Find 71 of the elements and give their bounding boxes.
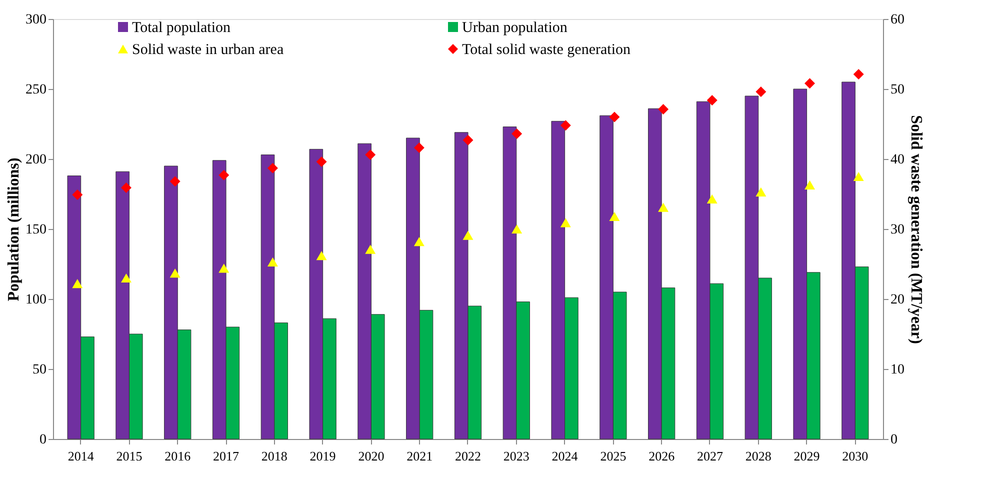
point bbox=[170, 176, 180, 187]
point bbox=[658, 202, 669, 212]
x-tick-label: 2020 bbox=[358, 448, 384, 464]
point bbox=[267, 162, 278, 174]
y-tick-label: 100 bbox=[26, 292, 46, 308]
point bbox=[120, 273, 132, 283]
x-tick-label: 2029 bbox=[794, 448, 820, 464]
point bbox=[170, 268, 180, 278]
x-tick-label: 2019 bbox=[310, 448, 336, 464]
y-tick-label: 150 bbox=[26, 222, 46, 238]
legend-label: Solid waste in urban area bbox=[132, 42, 284, 58]
y-tick-label: 250 bbox=[26, 82, 46, 98]
point bbox=[414, 237, 424, 246]
point bbox=[462, 230, 474, 240]
point bbox=[512, 224, 522, 234]
point bbox=[560, 218, 571, 228]
y2-tick-label: 0 bbox=[890, 432, 898, 448]
point bbox=[804, 180, 816, 190]
legend-label: Total solid waste generation bbox=[462, 42, 631, 58]
y-tick-label: 300 bbox=[26, 12, 46, 28]
x-tick-label: 2027 bbox=[696, 448, 724, 464]
y2-tick-label: 40 bbox=[890, 152, 904, 168]
x-tick-label: 2026 bbox=[648, 448, 676, 464]
point bbox=[218, 264, 230, 273]
point bbox=[512, 128, 522, 140]
x-tick-label: 2024 bbox=[552, 448, 578, 464]
x-tick-label: 2017 bbox=[213, 448, 240, 464]
x-tick-label: 2022 bbox=[455, 448, 481, 464]
point bbox=[609, 112, 620, 122]
y-axis-title: Population (millions) bbox=[6, 158, 22, 302]
y2-tick-label: 10 bbox=[890, 362, 904, 378]
point bbox=[756, 86, 766, 98]
x-tick-label: 2018 bbox=[261, 448, 288, 464]
y-tick-label: 0 bbox=[40, 432, 46, 448]
point bbox=[609, 212, 620, 221]
point bbox=[365, 150, 376, 160]
point bbox=[218, 170, 230, 180]
x-tick-label: 2014 bbox=[68, 448, 94, 464]
y2-axis-title: Solid waste generation (MT/year) bbox=[908, 115, 924, 344]
point bbox=[706, 94, 718, 106]
x-tick-label: 2030 bbox=[842, 448, 868, 464]
x-tick-label: 2016 bbox=[164, 448, 192, 464]
point bbox=[316, 156, 327, 168]
point bbox=[72, 189, 83, 200]
point bbox=[316, 251, 327, 260]
x-tick-label: 2015 bbox=[116, 448, 142, 464]
point bbox=[120, 182, 132, 193]
y2-tick-label: 20 bbox=[890, 292, 904, 308]
point bbox=[853, 172, 864, 182]
legend-label: Total population bbox=[132, 20, 232, 36]
x-tick-label: 2028 bbox=[745, 448, 772, 464]
legend-label: Urban population bbox=[462, 20, 568, 36]
point bbox=[462, 134, 474, 146]
point bbox=[804, 78, 816, 89]
y2-tick-label: 50 bbox=[890, 82, 904, 98]
x-tick-label: 2021 bbox=[406, 448, 433, 464]
point bbox=[853, 69, 864, 80]
y2-tick-label: 60 bbox=[890, 12, 904, 28]
x-tick-label: 2025 bbox=[600, 448, 626, 464]
point bbox=[706, 194, 718, 204]
point bbox=[756, 187, 766, 196]
point bbox=[414, 142, 424, 154]
x-tick-label: 2023 bbox=[503, 448, 530, 464]
y2-tick-label: 30 bbox=[890, 222, 904, 238]
point bbox=[365, 244, 376, 254]
y-tick-label: 200 bbox=[26, 152, 46, 168]
y-tick-label: 50 bbox=[32, 362, 46, 378]
point bbox=[267, 257, 278, 266]
point bbox=[658, 104, 669, 115]
point bbox=[72, 279, 83, 288]
point bbox=[560, 120, 571, 131]
